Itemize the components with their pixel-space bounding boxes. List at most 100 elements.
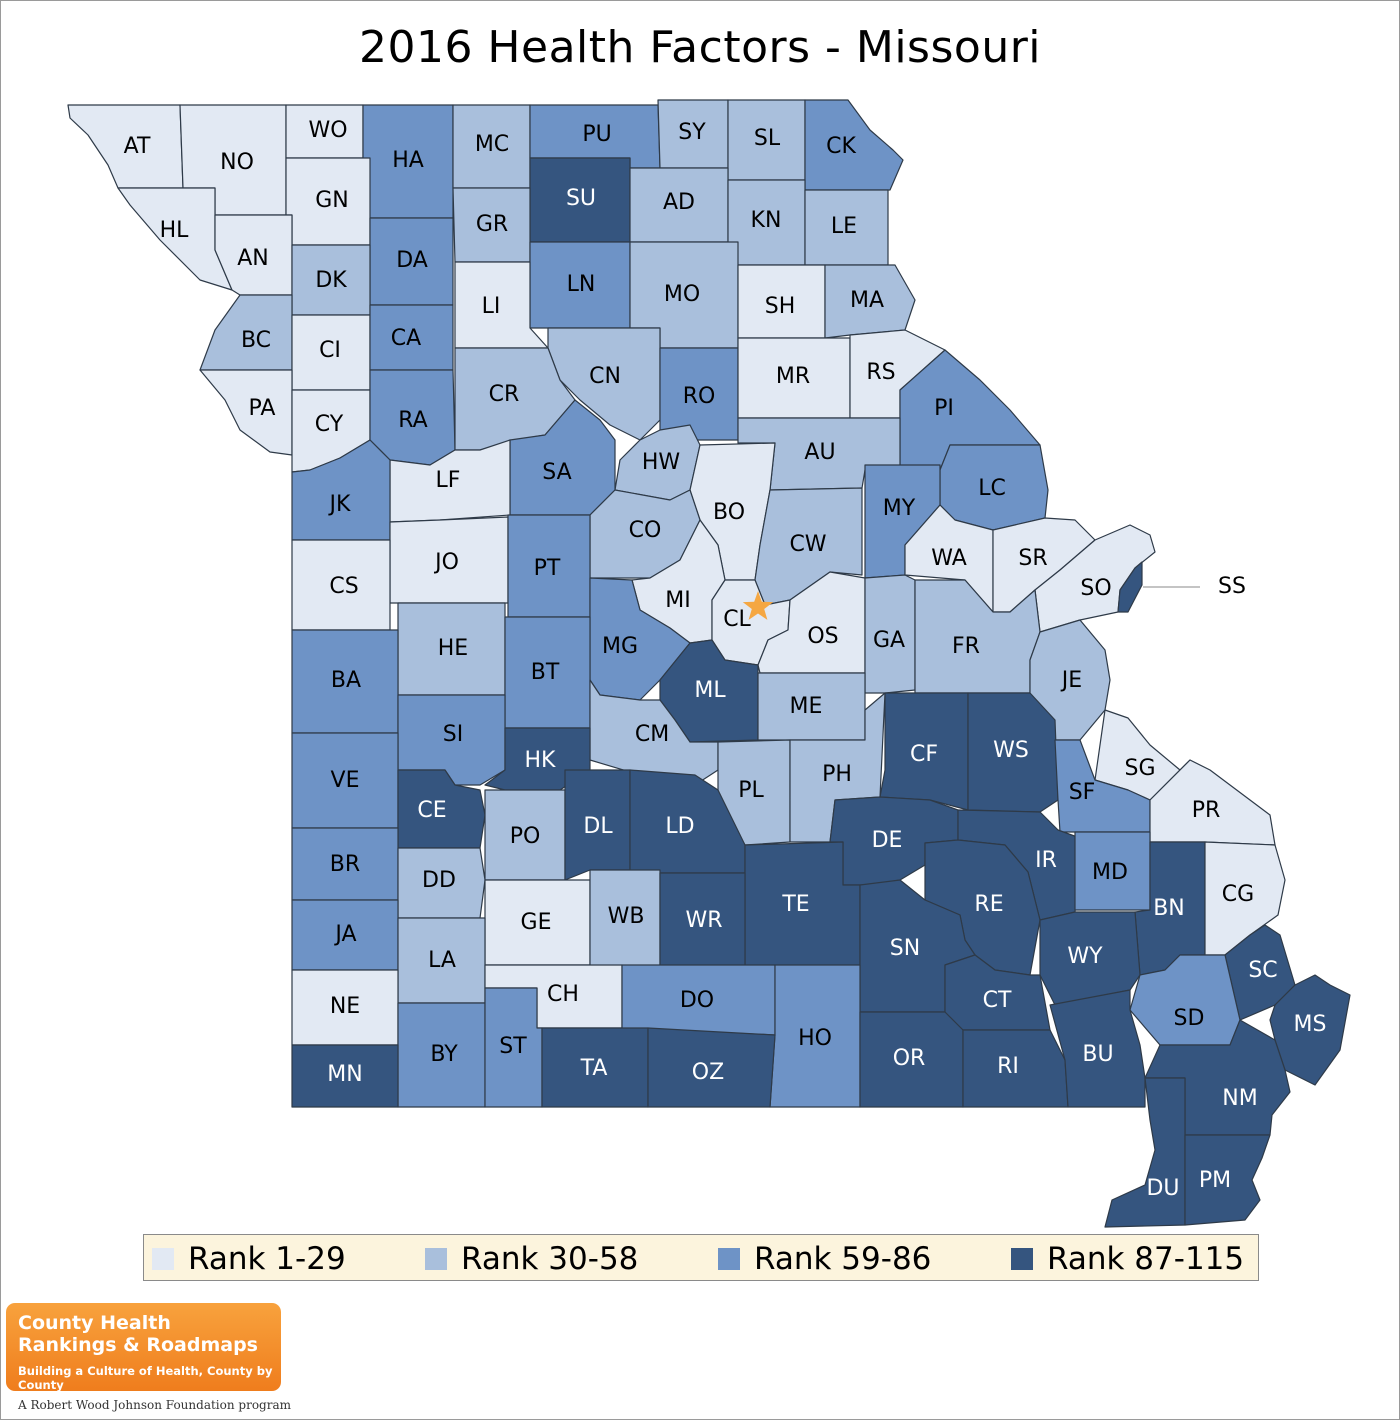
county-label-fr: FR [952,634,980,659]
county-label-no: NO [220,150,254,175]
county-label-cr: CR [489,382,520,407]
county-label-wa: WA [931,546,967,571]
county-du [1104,1077,1186,1228]
legend-item-rank-87-115: Rank 87-115 [1011,1241,1244,1277]
county-label-bu: BU [1082,1042,1113,1067]
county-pm [1184,1134,1271,1226]
county-label-dd: DD [422,868,456,893]
county-label-ci: CI [319,338,341,363]
county-label-ms: MS [1294,1012,1327,1037]
county-label-pt: PT [534,556,561,581]
county-label-ve: VE [331,768,360,793]
state-capital-star-icon [742,591,774,620]
county-label-te: TE [781,892,809,917]
county-label-ho: HO [798,1026,832,1051]
county-label-re: RE [974,892,1003,917]
county-label-cf: CF [910,742,938,767]
legend-item-rank-30-58: Rank 30-58 [425,1241,638,1277]
logo-text-line2: Rankings & Roadmaps [18,1334,258,1356]
county-label-me: ME [790,694,823,719]
map-title: 2016 Health Factors - Missouri [358,22,1042,73]
county-label-hl: HL [160,218,190,243]
county-ss [1117,561,1143,613]
county-label-sr: SR [1018,546,1047,571]
county-label-ne: NE [330,994,360,1019]
county-label-pl: PL [738,778,764,803]
county-label-co: CO [629,518,662,543]
county-label-ad: AD [663,190,695,215]
county-label-jk: JK [328,492,351,517]
county-label-an: AN [237,246,269,271]
county-label-ge: GE [521,910,552,935]
county-label-cw: CW [789,532,826,557]
county-label-si: SI [443,722,463,747]
county-label-hk: HK [525,748,557,773]
county-label-wb: WB [608,904,645,929]
legend-label: Rank 30-58 [461,1241,639,1277]
county-label-ld: LD [665,814,694,839]
county-label-wy: WY [1067,944,1103,969]
county-label-sg: SG [1124,756,1155,781]
county-label-lc: LC [978,476,1006,501]
county-label-cm: CM [635,722,669,747]
county-label-le: LE [831,214,857,239]
county-label-at: AT [124,134,151,159]
legend-item-rank-59-86: Rank 59-86 [718,1241,931,1277]
county-label-pm: PM [1199,1168,1231,1193]
county-label-cs: CS [329,574,358,599]
county-label-ln: LN [567,272,596,297]
county-label-dl: DL [583,814,613,839]
legend-item-rank-1-29: Rank 1-29 [152,1241,346,1277]
legend: Rank 1-29 Rank 30-58 Rank 59-86 Rank 87-… [143,1234,1259,1281]
county-label-ct: CT [983,988,1012,1013]
legend-swatch [718,1248,740,1270]
legend-label: Rank 1-29 [188,1241,346,1277]
county-label-ha: HA [392,148,424,173]
county-label-mn: MN [327,1062,362,1087]
county-label-ml: ML [694,678,726,703]
county-label-pr: PR [1192,798,1221,823]
county-label-de: DE [872,828,903,853]
county-label-rs: RS [866,360,895,385]
county-label-ta: TA [580,1056,608,1081]
county-label-bt: BT [531,660,560,685]
county-label-sc: SC [1248,958,1277,983]
county-label-do: DO [680,988,714,1013]
county-li [454,261,549,349]
county-sc [1224,924,1296,1021]
county-label-sh: SH [765,294,796,319]
county-label-lf: LF [436,468,461,493]
county-label-bo: BO [713,500,745,525]
county-label-sd: SD [1174,1006,1205,1031]
county-ho [769,964,861,1108]
county-label-mc: MC [475,132,509,157]
county-label-os: OS [807,624,838,649]
county-label-bn: BN [1153,896,1185,921]
logo-tagline: Building a Culture of Health, County by … [18,1364,273,1392]
county-label-su: SU [566,186,596,211]
county-label-ja: JA [333,922,356,947]
county-label-gr: GR [476,212,508,237]
county-label-au: AU [804,440,835,465]
county-label-md: MD [1092,860,1128,885]
county-label-cl: CL [723,607,751,632]
county-label-my: MY [883,496,916,521]
county-label-wr: WR [685,908,722,933]
county-label-ro: RO [683,384,716,409]
county-label-he: HE [438,636,468,661]
county-label-gn: GN [315,188,349,213]
county-label-cy: CY [315,412,344,437]
county-label-ch: CH [547,982,579,1007]
county-label-bc: BC [241,328,271,353]
county-ms [1269,974,1351,1086]
legend-swatch [152,1248,174,1270]
county-label-pu: PU [582,122,611,147]
county-label-ga: GA [873,628,905,653]
county-label-ws: WS [993,738,1029,763]
county-label-hw: HW [642,450,681,475]
county-label-ra: RA [398,408,427,433]
county-label-po: PO [510,824,541,849]
county-label-sn: SN [890,936,920,961]
county-label-cn: CN [589,364,621,389]
